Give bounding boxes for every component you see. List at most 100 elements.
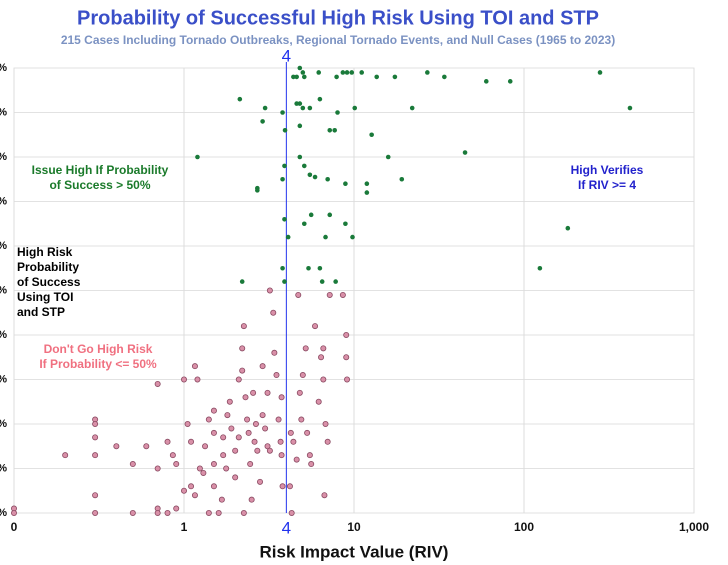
y-tick-label: 80% [0, 151, 7, 163]
data-point [317, 96, 323, 102]
data-point [278, 394, 285, 401]
data-point [92, 509, 99, 516]
data-point [240, 509, 247, 516]
data-point [332, 128, 338, 133]
data-point [275, 416, 282, 423]
data-point [307, 105, 313, 111]
data-point [392, 74, 398, 80]
data-point [191, 492, 198, 499]
data-point [295, 291, 302, 298]
y-tick-label: 40% [0, 329, 7, 341]
data-point [344, 376, 351, 383]
data-point [279, 483, 286, 490]
data-point [164, 438, 171, 445]
data-point [297, 123, 303, 129]
data-point [173, 505, 180, 512]
data-point [184, 420, 191, 427]
annotation: of Success > 50% [49, 178, 150, 192]
data-point [399, 176, 405, 182]
data-point [113, 443, 120, 450]
y-tick-label: 0% [0, 507, 7, 519]
data-point [278, 452, 285, 459]
y-tick-label: 100% [0, 62, 7, 74]
data-point [343, 181, 348, 186]
data-point [154, 509, 161, 516]
data-point [333, 279, 338, 284]
data-point [291, 74, 296, 80]
data-point [191, 363, 198, 370]
data-point [308, 212, 314, 218]
data-point [262, 105, 268, 111]
data-point [280, 265, 285, 271]
data-point [349, 70, 355, 75]
data-point [340, 70, 346, 75]
data-point [143, 443, 150, 450]
data-point [359, 70, 365, 75]
data-point [218, 496, 225, 503]
data-point [259, 412, 266, 419]
data-point [220, 434, 227, 441]
data-point [302, 345, 309, 352]
data-point [369, 132, 374, 138]
data-point [565, 225, 571, 231]
y-tick-label: 10% [0, 462, 7, 474]
data-point [306, 452, 313, 459]
x-axis-label: Risk Impact Value (RIV) [260, 542, 449, 561]
data-point [327, 212, 333, 218]
y-tick-label: 70% [0, 195, 7, 207]
chart-subtitle: 215 Cases Including Tornado Outbreaks, R… [61, 33, 615, 47]
data-point [316, 70, 322, 75]
annotation: Using TOI [17, 290, 73, 304]
annotation: If Probability <= 50% [39, 357, 157, 371]
data-point [266, 287, 273, 294]
data-point [344, 70, 350, 75]
annotation: of Success [17, 275, 81, 289]
data-point [200, 469, 207, 476]
data-point [210, 483, 217, 490]
data-point [280, 110, 285, 115]
data-point [307, 172, 313, 178]
data-point [335, 110, 340, 115]
y-tick-label: 50% [0, 284, 7, 296]
data-point [271, 349, 278, 356]
data-point [92, 492, 99, 499]
data-point [180, 487, 187, 494]
data-point [282, 128, 288, 133]
data-point [327, 128, 333, 133]
data-point [304, 429, 311, 436]
data-point [244, 416, 251, 423]
data-point [385, 154, 391, 160]
data-point [282, 217, 287, 222]
annotation: Don't Go High Risk [44, 342, 153, 356]
threshold-label: 4 [282, 518, 291, 537]
threshold-label: 4 [282, 46, 291, 65]
data-point [597, 70, 603, 75]
data-point [277, 438, 284, 445]
data-point [226, 398, 233, 405]
data-point [129, 509, 136, 516]
y-tick-label: 90% [0, 106, 7, 118]
data-point [323, 234, 328, 240]
data-point [235, 376, 242, 383]
x-tick-label: 1,000 [679, 520, 709, 534]
data-point [92, 420, 99, 427]
annotation: Probability [17, 260, 79, 274]
data-point [194, 376, 201, 383]
data-point [195, 154, 200, 160]
data-point [287, 429, 294, 436]
data-point [320, 345, 327, 352]
data-point [297, 101, 303, 106]
data-point [239, 279, 245, 284]
annotation: Issue High If Probability [32, 163, 169, 177]
data-point [169, 452, 176, 459]
data-point [92, 452, 99, 459]
data-point [300, 70, 306, 75]
data-point [245, 429, 252, 436]
data-point [325, 176, 330, 182]
data-point [343, 221, 348, 227]
data-point [228, 425, 235, 432]
data-point [210, 429, 217, 436]
data-point [210, 407, 217, 414]
x-tick-label: 10 [347, 520, 361, 534]
